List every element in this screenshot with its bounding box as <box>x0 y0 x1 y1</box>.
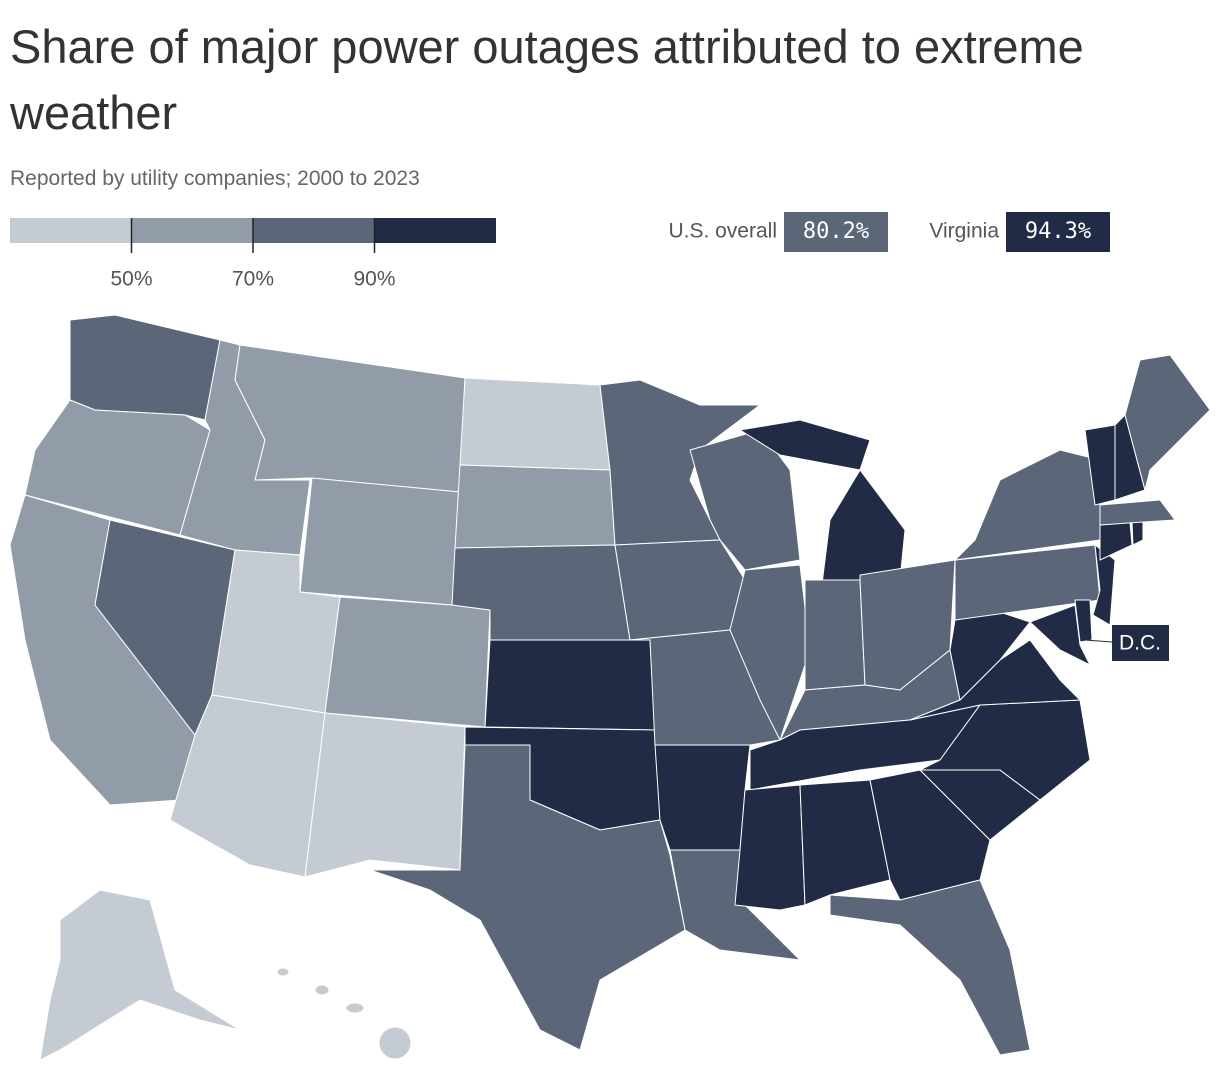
annotation: D.C. <box>1119 632 1161 655</box>
state <box>1131 521 1144 546</box>
state <box>954 449 1101 561</box>
state <box>654 744 751 851</box>
state <box>1099 521 1133 561</box>
state <box>804 579 866 691</box>
state <box>1124 354 1211 491</box>
state <box>314 984 330 996</box>
stat-value: 80.2% <box>803 219 869 244</box>
state <box>459 377 611 471</box>
subtitle: Reported by utility companies; 2000 to 2… <box>10 167 420 190</box>
legend-swatch <box>131 218 253 243</box>
stat-value: 94.3% <box>1025 219 1091 244</box>
state <box>799 779 891 906</box>
legend-tick-label: 50% <box>110 268 152 291</box>
leader-line <box>1084 639 1113 643</box>
state <box>39 889 241 1061</box>
state <box>454 464 616 549</box>
state <box>614 539 746 641</box>
legend-tick-label: 90% <box>353 268 395 291</box>
state <box>69 314 221 421</box>
state <box>1029 604 1091 666</box>
dc-callout: D.C. <box>1084 625 1169 661</box>
legend-swatch <box>253 218 375 243</box>
state <box>304 712 466 878</box>
state <box>484 639 656 731</box>
legend-tick-label: 70% <box>232 268 274 291</box>
state <box>276 967 290 977</box>
stat-label: U.S. overall <box>668 220 777 243</box>
stats: U.S. overall 80.2% Virginia 94.3% <box>668 212 1110 252</box>
state <box>599 379 761 546</box>
legend: 50% 70% 90% <box>10 218 496 291</box>
state <box>369 744 686 1051</box>
state <box>829 879 1031 1056</box>
legend-swatch <box>374 218 496 243</box>
state <box>299 477 461 606</box>
state <box>734 784 806 911</box>
state <box>378 1026 412 1060</box>
legend-swatch <box>10 218 132 243</box>
stat-box <box>784 212 888 252</box>
state <box>739 419 871 471</box>
state <box>1092 544 1116 626</box>
state <box>234 344 466 493</box>
stat-box <box>1006 212 1110 252</box>
label-box <box>1112 625 1169 661</box>
stat-label: Virginia <box>929 220 999 243</box>
us-map <box>9 314 1211 1061</box>
state <box>1099 499 1176 526</box>
state <box>1074 599 1093 643</box>
title: Share of major power outages attributed … <box>10 20 1084 139</box>
state <box>324 596 491 728</box>
state <box>345 1002 365 1014</box>
